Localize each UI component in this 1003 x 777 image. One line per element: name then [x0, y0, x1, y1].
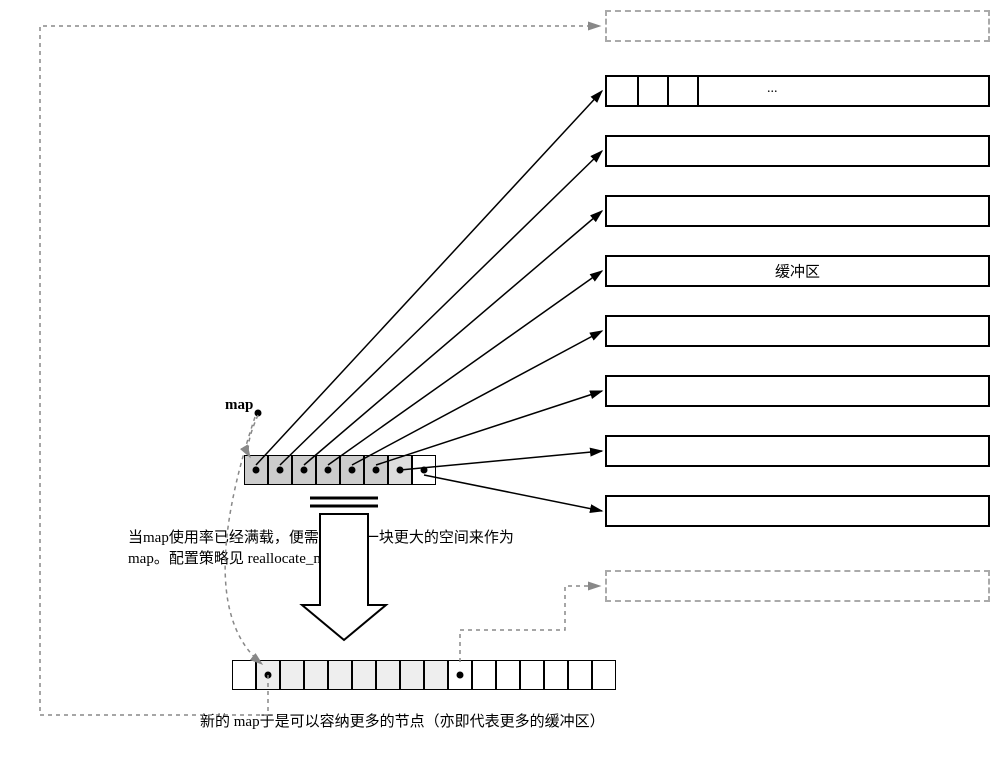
new-map-cell: [592, 660, 616, 690]
buffer-box: [605, 195, 990, 227]
buffer-box-reserve: [605, 570, 990, 602]
map-node-dot: [277, 467, 284, 474]
buffer-box-reserve: [605, 10, 990, 42]
buffer-box: ...: [605, 75, 990, 107]
buffer-box: [605, 135, 990, 167]
new-map-cell: [352, 660, 376, 690]
new-map-cell: [304, 660, 328, 690]
map-node-dot: [421, 467, 428, 474]
new-map-cell: [472, 660, 496, 690]
new-map-cell: [280, 660, 304, 690]
buffer-label: 缓冲区: [607, 261, 988, 282]
map-node-dot: [349, 467, 356, 474]
new-map-cell: [568, 660, 592, 690]
ellipsis: ...: [767, 81, 778, 97]
new-map-cell: [544, 660, 568, 690]
new-map-cell: [520, 660, 544, 690]
map-node-dot: [457, 672, 464, 679]
new-map-cell: [496, 660, 520, 690]
buffer-box: [605, 495, 990, 527]
new-map-cell: [328, 660, 352, 690]
map-node-dot: [373, 467, 380, 474]
map-node-dot: [397, 467, 404, 474]
reallocate-text: 当map使用率已经满载，便需要再找一块更大的空间来作为map。配置策略见 rea…: [128, 528, 548, 570]
new-map-cell: [232, 660, 256, 690]
buffer-box: 缓冲区: [605, 255, 990, 287]
buffer-box: [605, 315, 990, 347]
map-label: map: [225, 395, 253, 416]
map-node-dot: [265, 672, 272, 679]
new-map-caption: 新的 map于是可以容纳更多的节点（亦即代表更多的缓冲区）: [200, 712, 605, 733]
map-node-dot: [325, 467, 332, 474]
new-map-cell: [376, 660, 400, 690]
map-node-dot: [253, 467, 260, 474]
buffer-box: [605, 435, 990, 467]
new-map-cell: [424, 660, 448, 690]
buffer-box: [605, 375, 990, 407]
new-map-cell: [400, 660, 424, 690]
map-node-dot: [301, 467, 308, 474]
